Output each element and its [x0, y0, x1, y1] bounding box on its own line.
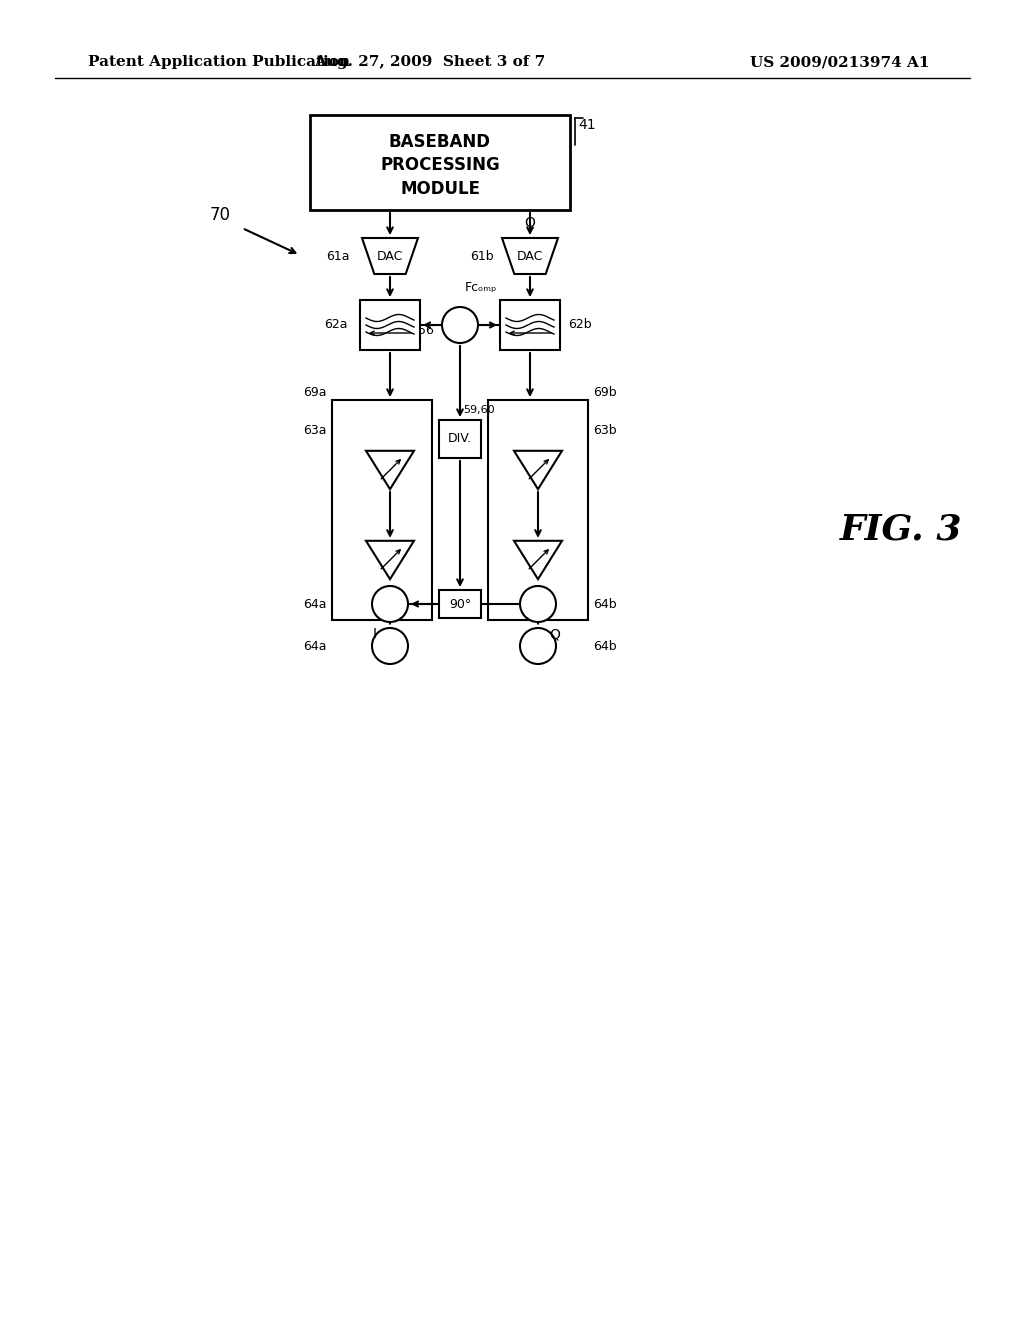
Bar	[500, 300, 560, 350]
Text: BASEBAND: BASEBAND	[389, 132, 490, 150]
Text: 63b: 63b	[593, 424, 616, 437]
Text: 69b: 69b	[593, 385, 616, 399]
Polygon shape	[514, 451, 562, 490]
Text: 64b: 64b	[593, 598, 616, 610]
Text: 90°: 90°	[449, 598, 471, 610]
Bar	[360, 300, 420, 350]
Polygon shape	[502, 238, 558, 275]
Text: FIG. 3: FIG. 3	[840, 513, 963, 546]
Text: 70: 70	[210, 206, 231, 224]
Text: Q: Q	[550, 627, 560, 642]
Text: DAC: DAC	[377, 249, 403, 263]
Text: Patent Application Publication: Patent Application Publication	[88, 55, 350, 69]
Text: DAC: DAC	[517, 249, 543, 263]
Text: 61b: 61b	[470, 249, 494, 263]
Text: Aug. 27, 2009  Sheet 3 of 7: Aug. 27, 2009 Sheet 3 of 7	[314, 55, 546, 69]
Bar	[332, 400, 432, 620]
Bar	[439, 420, 481, 458]
Polygon shape	[366, 541, 414, 579]
Bar	[439, 590, 481, 618]
Polygon shape	[514, 541, 562, 579]
Text: 61a: 61a	[327, 249, 350, 263]
Text: 59,60: 59,60	[463, 405, 495, 414]
Circle shape	[442, 308, 478, 343]
Text: 64b: 64b	[593, 639, 616, 652]
Polygon shape	[366, 451, 414, 490]
Text: 64a: 64a	[303, 639, 327, 652]
Text: 62b: 62b	[568, 318, 592, 331]
Text: PROCESSING: PROCESSING	[380, 156, 500, 174]
Text: I: I	[388, 215, 392, 228]
Text: Q: Q	[524, 215, 536, 228]
Text: MODULE: MODULE	[400, 180, 480, 198]
Text: I: I	[373, 627, 377, 642]
Text: 41: 41	[578, 117, 596, 132]
Text: 56: 56	[418, 323, 434, 337]
Circle shape	[372, 628, 408, 664]
Bar	[310, 115, 570, 210]
Bar	[488, 400, 588, 620]
Text: 69a: 69a	[303, 385, 327, 399]
Text: 62a: 62a	[325, 318, 348, 331]
Polygon shape	[362, 238, 418, 275]
Circle shape	[520, 586, 556, 622]
Text: US 2009/0213974 A1: US 2009/0213974 A1	[750, 55, 930, 69]
Text: Fᴄₒₘₚ: Fᴄₒₘₚ	[465, 281, 498, 294]
Text: 64a: 64a	[303, 598, 327, 610]
Circle shape	[520, 628, 556, 664]
Circle shape	[372, 586, 408, 622]
Text: DIV.: DIV.	[447, 433, 472, 446]
Text: 63a: 63a	[303, 424, 327, 437]
